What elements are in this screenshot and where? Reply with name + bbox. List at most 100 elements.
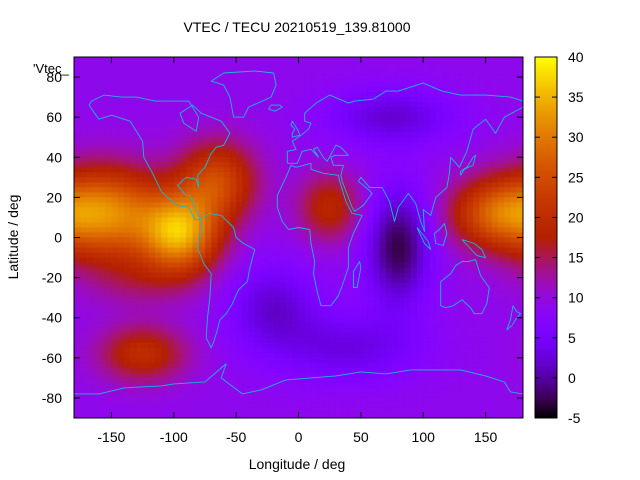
heatmap-cell — [398, 147, 405, 153]
heatmap-cell — [404, 132, 412, 138]
heatmap-cell — [354, 62, 362, 68]
heatmap-cell — [292, 237, 299, 243]
heatmap-cell — [136, 382, 143, 389]
heatmap-cell — [310, 282, 318, 289]
heatmap-cell — [473, 317, 480, 324]
heatmap-cell — [155, 212, 162, 218]
heatmap-cell — [504, 152, 511, 158]
heatmap-cell — [173, 337, 181, 344]
heatmap-cell — [123, 217, 131, 223]
heatmap-cell — [223, 102, 231, 108]
heatmap-cell — [173, 192, 181, 198]
heatmap-cell — [329, 197, 337, 203]
heatmap-cell — [204, 277, 212, 284]
heatmap-cell — [342, 317, 349, 324]
heatmap-cell — [385, 162, 393, 168]
heatmap-cell — [98, 112, 106, 118]
heatmap-cell — [155, 272, 162, 279]
heatmap-cell — [510, 122, 518, 128]
heatmap-cell — [80, 347, 87, 354]
heatmap-cell — [485, 72, 493, 78]
heatmap-cell — [298, 287, 306, 294]
heatmap-cell — [236, 287, 243, 294]
heatmap-cell — [217, 172, 225, 178]
heatmap-cell — [180, 122, 187, 128]
heatmap-cell — [86, 127, 94, 133]
heatmap-cell — [148, 357, 156, 364]
heatmap-cell — [211, 107, 218, 113]
heatmap-cell — [441, 302, 449, 309]
heatmap-cell — [448, 267, 455, 273]
heatmap-cell — [155, 162, 162, 168]
heatmap-cell — [367, 132, 374, 138]
heatmap-cell — [186, 162, 193, 168]
heatmap-cell — [423, 312, 430, 319]
heatmap-cell — [186, 222, 193, 228]
heatmap-cell — [323, 92, 331, 98]
heatmap-cell — [292, 107, 299, 113]
heatmap-cell — [80, 197, 87, 203]
heatmap-cell — [504, 227, 511, 233]
heatmap-cell — [473, 337, 480, 344]
heatmap-cell — [460, 82, 468, 88]
heatmap-cell — [254, 242, 262, 248]
heatmap-cell — [186, 387, 193, 394]
heatmap-cell — [298, 362, 306, 369]
heatmap-cell — [117, 322, 125, 329]
heatmap-cell — [310, 202, 318, 208]
heatmap-cell — [248, 277, 256, 284]
heatmap-cell — [92, 132, 100, 138]
heatmap-cell — [335, 337, 343, 344]
heatmap-cell — [348, 72, 356, 78]
heatmap-cell — [404, 362, 412, 369]
heatmap-cell — [392, 312, 399, 319]
heatmap-cell — [516, 297, 524, 304]
heatmap-cell — [155, 92, 162, 98]
heatmap-cell — [392, 307, 399, 314]
heatmap-cell — [323, 272, 331, 279]
heatmap-cell — [92, 107, 100, 113]
heatmap-cell — [466, 97, 474, 103]
heatmap-cell — [167, 252, 175, 258]
heatmap-cell — [192, 387, 200, 394]
heatmap-cell — [279, 172, 287, 178]
heatmap-cell — [435, 372, 443, 379]
heatmap-cell — [173, 102, 181, 108]
heatmap-cell — [248, 122, 256, 128]
heatmap-cell — [86, 367, 94, 374]
heatmap-cell — [286, 342, 293, 349]
heatmap-cell — [292, 242, 299, 248]
heatmap-cell — [416, 152, 424, 158]
heatmap-cell — [148, 137, 156, 143]
heatmap-cell — [429, 272, 437, 279]
heatmap-cell — [248, 72, 256, 78]
heatmap-cell — [279, 72, 287, 78]
heatmap-cell — [379, 332, 387, 339]
heatmap-cell — [373, 97, 380, 103]
heatmap-cell — [367, 82, 374, 88]
heatmap-cell — [304, 262, 312, 268]
heatmap-cell — [186, 377, 193, 384]
heatmap-cell — [223, 332, 231, 339]
heatmap-cell — [479, 392, 486, 399]
heatmap-cell — [173, 347, 181, 354]
heatmap-cell — [423, 302, 430, 309]
heatmap-cell — [292, 132, 299, 138]
heatmap-cell — [167, 302, 175, 309]
heatmap-cell — [279, 352, 287, 359]
heatmap-cell — [485, 237, 493, 243]
heatmap-cell — [392, 282, 399, 289]
heatmap-cell — [86, 102, 94, 108]
heatmap-cell — [279, 282, 287, 289]
heatmap-cell — [335, 287, 343, 294]
heatmap-cell — [123, 92, 131, 98]
heatmap-cell — [111, 312, 119, 319]
heatmap-cell — [80, 132, 87, 138]
heatmap-cell — [485, 182, 493, 188]
heatmap-cell — [404, 247, 412, 253]
heatmap-cell — [435, 327, 443, 334]
heatmap-cell — [323, 372, 331, 379]
heatmap-cell — [242, 152, 250, 158]
heatmap-cell — [204, 132, 212, 138]
heatmap-cell — [466, 212, 474, 218]
